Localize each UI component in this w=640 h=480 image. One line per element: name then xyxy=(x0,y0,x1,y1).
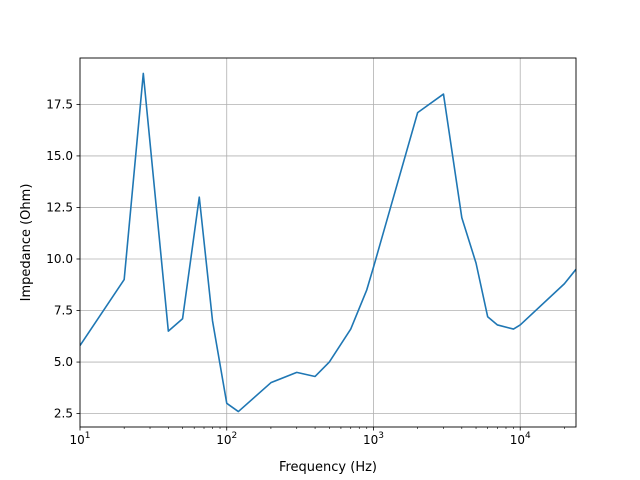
y-tick-label: 15.0 xyxy=(46,149,73,163)
y-tick-label: 2.5 xyxy=(54,407,73,421)
x-tick-label: 104 xyxy=(510,431,531,447)
grid-lines xyxy=(80,58,576,427)
x-tick-label: 103 xyxy=(363,431,384,447)
y-tick-label: 17.5 xyxy=(46,97,73,111)
x-tick-label: 102 xyxy=(216,431,237,447)
y-tick-label: 12.5 xyxy=(46,200,73,214)
impedance-series-line xyxy=(80,72,576,413)
y-tick-label: 10.0 xyxy=(46,252,73,266)
y-tick-label: 7.5 xyxy=(54,304,73,318)
y-tick-label: 5.0 xyxy=(54,355,73,369)
plot-frame xyxy=(79,57,577,428)
x-tick-label: 101 xyxy=(69,431,90,447)
tick-labels: 101 102 103 104 2.5 5.0 7.5 10.0 12.5 15.0 17.5 xyxy=(46,97,531,447)
y-axis-label: Impedance (Ohm) xyxy=(19,184,34,302)
x-axis-label: Frequency (Hz) xyxy=(279,460,377,475)
tick-marks xyxy=(76,103,565,431)
